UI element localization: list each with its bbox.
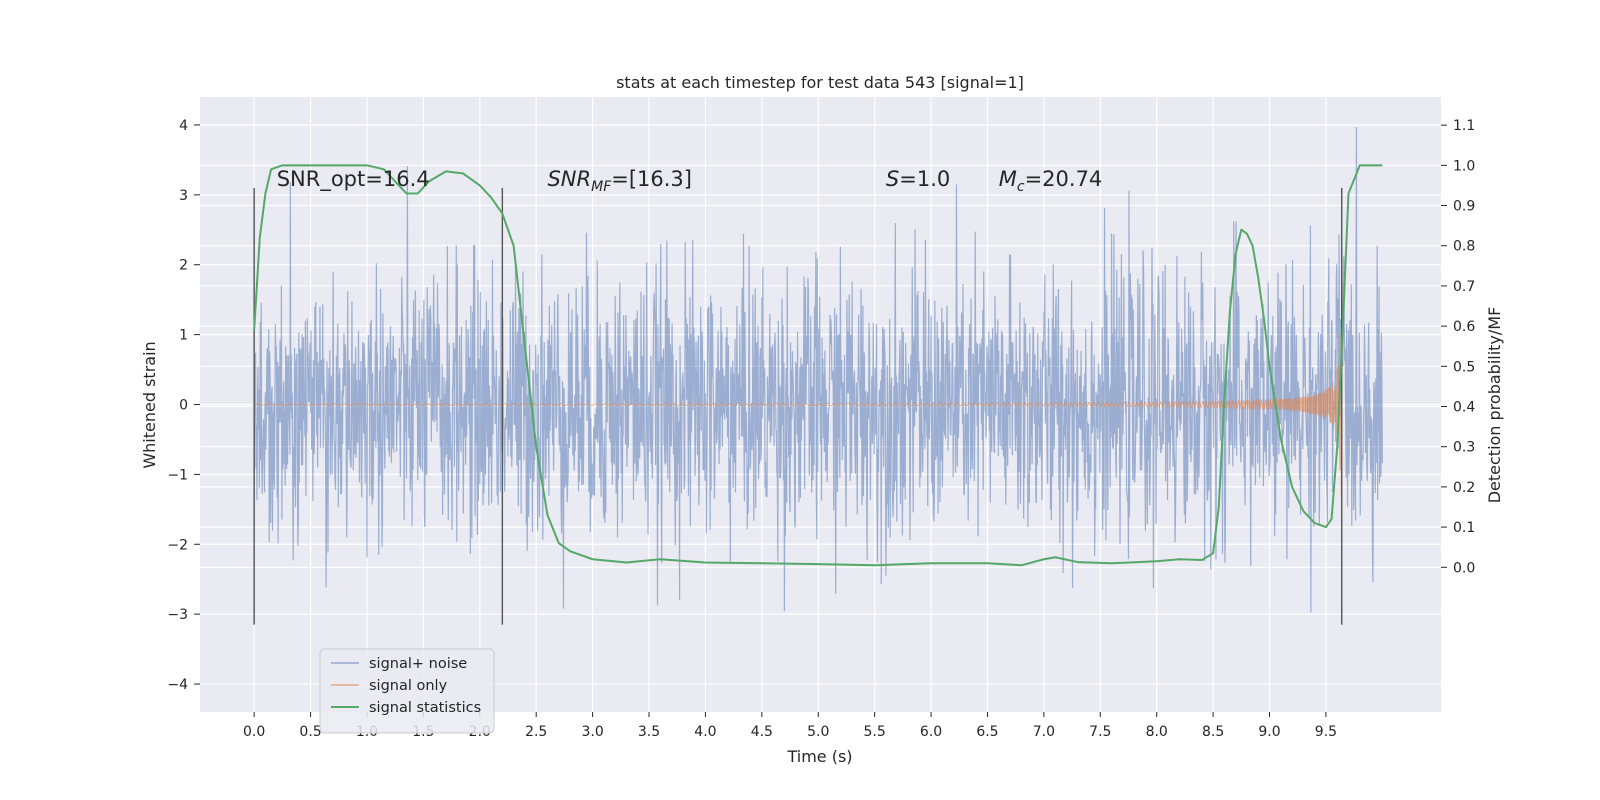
signal-only-line	[253, 286, 1344, 497]
x-tick-label: 2.5	[525, 724, 547, 740]
x-axis-ticks: 0.00.51.01.52.02.53.03.54.04.55.05.56.06…	[243, 712, 1337, 740]
x-tick-label: 6.0	[920, 724, 942, 740]
y-right-tick-label: 0.8	[1453, 239, 1475, 255]
legend-label-signal: signal only	[369, 678, 448, 694]
x-axis-label: Time (s)	[786, 747, 852, 766]
legend-label-noise: signal+ noise	[369, 656, 467, 672]
y-right-tick-label: 0.1	[1453, 520, 1475, 536]
y-tick-label: 1	[179, 328, 188, 344]
y-right-tick-label: 0.6	[1453, 319, 1475, 335]
signal-noise-series	[253, 127, 1383, 613]
x-tick-label: 9.5	[1315, 724, 1337, 740]
y-tick-label: 2	[179, 258, 188, 274]
y-tick-label: 4	[179, 118, 188, 134]
x-tick-label: 0.0	[243, 724, 265, 740]
y-right-axis-ticks: 1.1 1.0 0.9 0.8 0.7 0.6 0.5 0.4 0.3 0.2 0.1 0.0	[1441, 118, 1475, 576]
x-tick-label: 7.5	[1089, 724, 1111, 740]
y-axis-label: Whitened strain	[140, 341, 159, 468]
annotation-0: SNR_opt=16.4	[277, 167, 430, 192]
y-right-tick-label: 0.0	[1453, 560, 1475, 576]
annotation-2: S=1.0	[886, 167, 950, 191]
x-tick-label: 8.5	[1202, 724, 1224, 740]
vertical-markers	[253, 187, 1343, 625]
annotations: SNR_opt=16.4 SNRMF=[16.3] S=1.0 Mc=20.74	[277, 167, 1103, 195]
x-tick-label: 3.0	[581, 724, 603, 740]
y-right-tick-label: 0.7	[1453, 279, 1475, 295]
legend: signal+ noise signal only signal statist…	[319, 648, 495, 734]
y-right-tick-label: 0.2	[1453, 480, 1475, 496]
x-tick-label: 9.0	[1258, 724, 1280, 740]
legend-box	[319, 648, 495, 734]
signal-noise-line	[253, 127, 1383, 613]
x-tick-label: 0.5	[299, 724, 321, 740]
y-tick-label: −2	[167, 537, 188, 553]
y-right-tick-label: 1.0	[1453, 158, 1475, 174]
y-tick-label: 3	[179, 188, 188, 204]
y-right-tick-label: 0.9	[1453, 199, 1475, 215]
y-tick-label: 0	[179, 398, 188, 414]
chart-title: stats at each timestep for test data 543…	[616, 73, 1024, 92]
x-tick-label: 3.5	[638, 724, 660, 740]
y-tick-label: −1	[167, 467, 188, 483]
legend-label-stats: signal statistics	[369, 700, 481, 716]
x-tick-label: 8.0	[1146, 724, 1168, 740]
x-tick-label: 5.0	[807, 724, 829, 740]
x-tick-label: 5.5	[864, 724, 886, 740]
y-right-tick-label: 0.5	[1453, 359, 1475, 375]
signal-only-series	[253, 286, 1344, 497]
x-tick-label: 4.5	[751, 724, 773, 740]
annotation-1: SNRMF=[16.3]	[547, 167, 692, 195]
y-tick-label: −4	[167, 677, 188, 693]
y-right-tick-label: 1.1	[1453, 118, 1475, 134]
signal-statistics-line	[253, 164, 1383, 567]
signal-statistics-series	[253, 164, 1383, 567]
x-tick-label: 7.0	[1033, 724, 1055, 740]
y-right-tick-label: 0.3	[1453, 440, 1475, 456]
x-tick-label: 4.0	[694, 724, 716, 740]
y-axis-ticks: 4 3 2 1 0 −1 −2 −3 −4	[167, 118, 200, 693]
annotation-3: Mc=20.74	[999, 167, 1103, 195]
x-tick-label: 6.5	[976, 724, 998, 740]
y-tick-label: −3	[167, 607, 188, 623]
y-right-axis-label: Detection probability/MF	[1485, 307, 1504, 504]
y-right-tick-label: 0.4	[1453, 400, 1475, 416]
